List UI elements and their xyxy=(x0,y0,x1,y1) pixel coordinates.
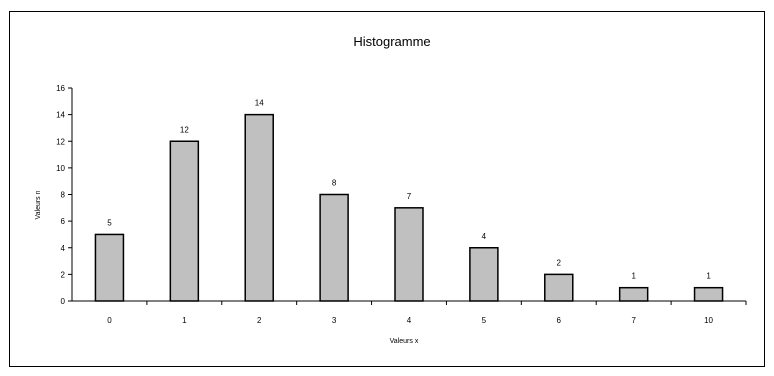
bar xyxy=(319,193,349,302)
bar xyxy=(469,247,499,302)
bar xyxy=(169,140,200,302)
x-tick-label: 1 xyxy=(182,316,187,325)
y-axis-ticks: 0 2 4 6 8 10 12 14 16 xyxy=(56,84,72,306)
bar-value-label: 7 xyxy=(407,192,412,201)
x-tick-label: 7 xyxy=(631,316,636,325)
bar-value-label: 1 xyxy=(631,272,636,281)
x-tick-label: 10 xyxy=(704,316,713,325)
x-tick-label: 2 xyxy=(257,316,262,325)
bar-value-label: 14 xyxy=(255,99,264,108)
bar xyxy=(394,207,424,302)
y-tick-label: 2 xyxy=(61,270,66,279)
y-tick-label: 4 xyxy=(61,244,66,253)
bar xyxy=(244,113,274,302)
y-tick-label: 6 xyxy=(61,217,66,226)
x-tick-label: 0 xyxy=(107,316,112,325)
bar xyxy=(618,286,649,302)
bar-value-label: 5 xyxy=(107,218,112,227)
y-tick-label: 10 xyxy=(56,164,65,173)
x-axis-label: Valeurs x xyxy=(390,338,419,345)
bar xyxy=(544,273,574,302)
bar-value-label: 12 xyxy=(180,125,189,134)
data-labels: 5 12 14 8 7 4 2 1 1 xyxy=(107,99,711,281)
x-axis-ticks: 0 1 2 3 4 5 6 7 10 xyxy=(107,301,747,325)
chart-frame xyxy=(9,11,765,367)
y-tick-label: 8 xyxy=(61,191,66,200)
x-tick-label: 6 xyxy=(557,316,562,325)
y-tick-label: 12 xyxy=(56,137,65,146)
x-tick-label: 4 xyxy=(407,316,412,325)
y-tick-label: 14 xyxy=(56,111,65,120)
bar-value-label: 1 xyxy=(706,272,711,281)
bar xyxy=(94,233,125,302)
y-tick-label: 16 xyxy=(56,84,65,93)
x-tick-label: 3 xyxy=(332,316,337,325)
x-tick-label: 5 xyxy=(482,316,487,325)
bar-value-label: 8 xyxy=(332,179,337,188)
chart-title: Histogramme xyxy=(353,34,430,49)
bar-value-label: 2 xyxy=(557,258,562,267)
bar xyxy=(693,286,724,302)
y-tick-label: 0 xyxy=(61,297,66,306)
bar-value-label: 4 xyxy=(482,232,487,241)
y-axis-label: Valeurs n xyxy=(35,190,42,219)
bars xyxy=(94,113,724,302)
